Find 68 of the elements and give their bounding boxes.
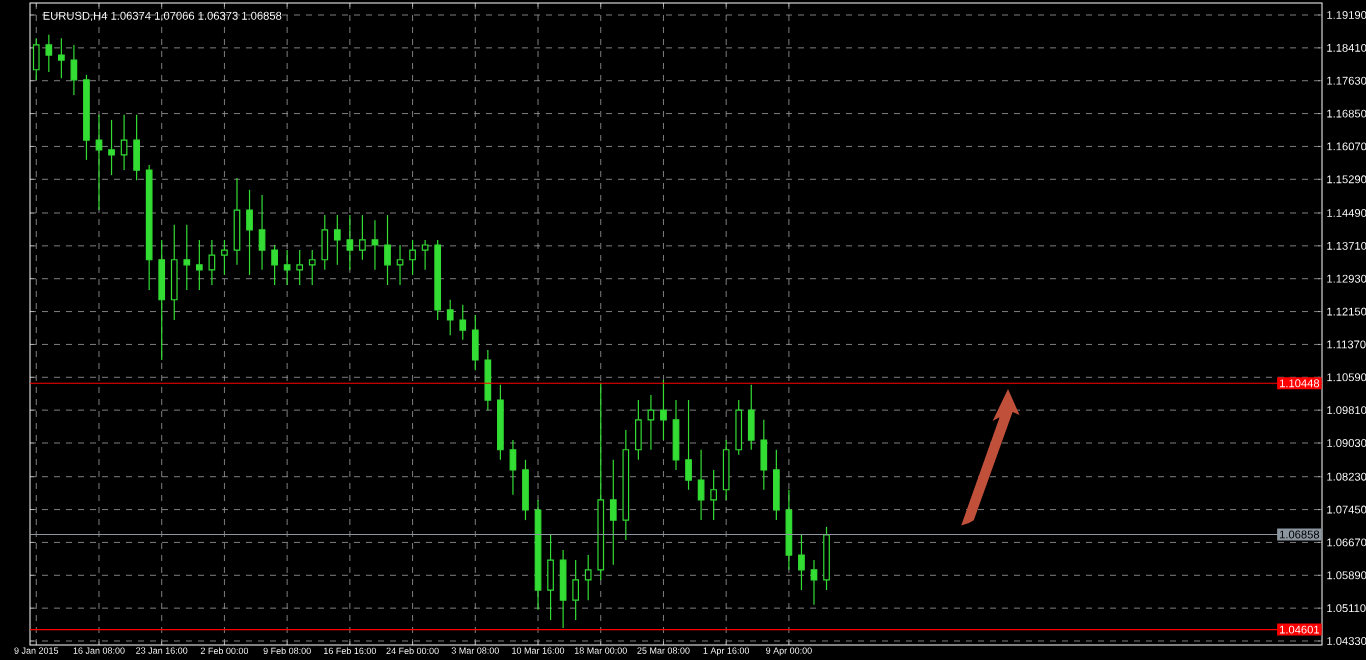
- candlestick: [233, 177, 241, 266]
- candlestick: [258, 194, 266, 271]
- y-tick-label: 1.08230: [1327, 472, 1366, 481]
- candlestick: [672, 399, 680, 471]
- y-tick-label: 1.04330: [1327, 637, 1366, 645]
- candlestick: [710, 469, 717, 521]
- candlestick: [120, 114, 128, 171]
- y-tick-label: 1.12150: [1327, 307, 1366, 316]
- x-tick-label: 16 Feb 16:00: [324, 647, 377, 655]
- y-tick-label: 1.05110: [1327, 604, 1366, 613]
- y-tick-label: 1.16850: [1327, 109, 1366, 118]
- candlestick: [647, 394, 655, 451]
- candlestick: [697, 449, 705, 521]
- candlestick: [108, 119, 115, 176]
- y-tick-label: 1.16070: [1327, 142, 1366, 151]
- x-tick-label: 2 Feb 00:00: [200, 647, 249, 655]
- y-tick-label: 1.15290: [1327, 175, 1366, 184]
- x-tick-label: 1 Apr 16:00: [703, 647, 750, 656]
- y-tick-label: 1.09810: [1327, 406, 1366, 415]
- x-tick-label: 9 Apr 00:00: [766, 647, 812, 656]
- y-tick-label: 1.09030: [1327, 439, 1366, 447]
- x-tick-label: 24 Feb 00:00: [386, 647, 439, 655]
- y-tick-label: 1.05890: [1327, 571, 1366, 580]
- y-tick-label: 1.12930: [1327, 274, 1366, 283]
- ref-line-label: 1.06858: [1279, 530, 1320, 539]
- candlestick: [572, 559, 580, 621]
- x-tick-label: 9 Jan 2015: [14, 647, 59, 654]
- ref-line-label: 1.10448: [1279, 379, 1320, 388]
- x-tick-label: 18 Mar 00:00: [574, 647, 627, 654]
- candlestick: [183, 224, 191, 291]
- candlestick: [384, 214, 391, 286]
- candlestick: [509, 439, 517, 496]
- candlestick: [195, 239, 203, 291]
- y-tick-label: 1.13710: [1327, 241, 1366, 250]
- x-tick-label: 25 Mar 08:00: [637, 647, 690, 654]
- candlestick: [785, 489, 793, 571]
- candlestick: [547, 534, 554, 621]
- candlestick: [70, 44, 78, 96]
- x-tick-label: 9 Feb 08:00: [263, 647, 311, 655]
- y-tick-label: 1.06670: [1327, 538, 1366, 547]
- candlestick: [158, 239, 166, 361]
- ref-line-label: 1.04601: [1279, 625, 1320, 634]
- y-tick-label: 1.11370: [1327, 340, 1366, 349]
- candlestick: [208, 239, 216, 286]
- x-tick-label: 23 Jan 16:00: [136, 647, 188, 654]
- y-tick-label: 1.14490: [1327, 209, 1366, 217]
- x-tick-label: 3 Mar 08:00: [451, 647, 499, 654]
- candlestick: [421, 239, 429, 271]
- y-tick-label: 1.07450: [1327, 505, 1366, 514]
- y-tick-label: 1.17630: [1327, 76, 1366, 85]
- candlestick: [170, 224, 178, 321]
- y-tick-label: 1.19190: [1327, 11, 1366, 19]
- candlestick: [798, 534, 805, 591]
- candlestick: [346, 214, 354, 271]
- y-tick-label: 1.10590: [1327, 373, 1366, 382]
- candlestick: [660, 379, 667, 441]
- candlestick: [95, 114, 103, 211]
- candlestick: [810, 559, 818, 606]
- x-tick-label: 10 Mar 16:00: [512, 647, 565, 654]
- x-tick-label: 16 Jan 08:00: [73, 647, 125, 654]
- candlestick: [559, 549, 567, 629]
- candlestick: [609, 459, 617, 566]
- y-tick-label: 1.18410: [1327, 43, 1366, 52]
- candlestick: [622, 429, 630, 541]
- candlestick: [371, 219, 379, 271]
- candlestick: [246, 189, 253, 276]
- candlestick: [760, 419, 768, 491]
- text: EURUSD,H4 1.06374 1.07066 1.06373 1.06858: [43, 11, 282, 22]
